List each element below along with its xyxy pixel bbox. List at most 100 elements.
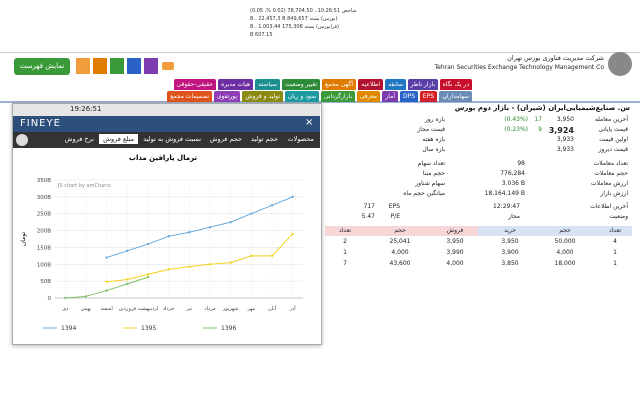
badge-icon[interactable] [162, 62, 174, 70]
nav-tab[interactable]: بازارگردانی [320, 91, 355, 102]
nav-tab[interactable]: معرفی [356, 91, 380, 102]
quote-change: 9 [538, 126, 542, 133]
y-tick-label: 350B [37, 178, 51, 184]
company-en: Tehran Securities Exchange Technology Ma… [434, 64, 604, 71]
home-icon[interactable] [76, 58, 90, 74]
orderbook-cell: 18,000 [554, 260, 576, 267]
x-tick-label: آبان [268, 305, 277, 312]
orderbook-cell: 3,850 [501, 260, 519, 267]
orderbook-cell: 2 [343, 238, 347, 245]
orderbook-cell: 3,990 [446, 249, 464, 256]
orderbook-cell: 4,000 [446, 260, 464, 267]
help-icon[interactable] [144, 58, 158, 74]
popup-tab[interactable]: نرخ فروش [64, 135, 94, 143]
search-icon[interactable] [110, 58, 124, 74]
data-point [126, 282, 129, 286]
ticker-line: (بورس) بسته 849,657 B ، 22,457,3 B [250, 16, 338, 22]
y-axis-label: تومان [20, 232, 27, 247]
data-point [126, 249, 129, 252]
nav-tab[interactable]: تولید و فروش [242, 91, 283, 102]
settings-icon[interactable] [16, 134, 28, 146]
table-icon[interactable] [93, 58, 107, 74]
orderbook-head-sell [325, 226, 478, 236]
nav-tab[interactable]: آگهی مجمع [322, 79, 356, 90]
orderbook-head-buy [478, 226, 632, 236]
quote-label: بازه هفته [422, 136, 445, 143]
nav-tab[interactable]: سابقه [385, 79, 406, 90]
tab-line [0, 101, 640, 103]
quote-value: 12:29:47 [493, 203, 520, 210]
data-point [105, 256, 108, 259]
nav-tab[interactable]: اطلاعیه [358, 79, 383, 90]
y-tick-label: 250B [37, 212, 51, 218]
y-tick-label: 0 [48, 296, 52, 302]
chart-credit: JS chart by amCharts [57, 183, 111, 189]
quote-value: 3.036 B [501, 180, 525, 187]
x-tick-label: خرداد [163, 306, 175, 312]
nav-tab[interactable]: سیاسته [255, 79, 280, 90]
top-bar [0, 0, 640, 53]
data-point [229, 261, 232, 264]
chart: ترمال پارافین مذاب JS chart by amCharts تو… [20, 154, 303, 332]
data-point [146, 273, 150, 276]
nav-tab[interactable]: حقیقی-حقوقی [173, 79, 216, 90]
orderbook-header: حجم [394, 227, 406, 234]
nav-tab[interactable]: سهامداران [439, 91, 472, 102]
data-point [291, 195, 294, 199]
quote-value: مجاز [508, 213, 520, 220]
popup-tab[interactable]: محصولات [287, 135, 315, 143]
popup-tab[interactable]: حجم تولید [250, 135, 278, 143]
nav-tab[interactable]: در یک نگاه [439, 79, 472, 90]
legend-label: 1396 [221, 325, 236, 332]
quote-label: قیمت دیروز [598, 146, 628, 153]
orderbook-cell: 25,041 [389, 238, 411, 245]
popup-tab[interactable]: نسبت فروش به تولید [143, 135, 201, 143]
nav-tab[interactable]: DPS [399, 91, 418, 102]
company-fa: شرکت مدیریت فناوری بورس تهران [507, 54, 604, 62]
quote-value: 717 [363, 203, 375, 210]
nav-tab[interactable]: هیات مدیره [218, 79, 253, 90]
nav-tab[interactable]: آمار [382, 91, 398, 102]
nav-tab[interactable]: سود و زیان [284, 91, 319, 102]
orderbook-cell: 3,950 [446, 238, 464, 245]
quote-label: بازه سال [422, 146, 445, 153]
menu-button[interactable]: نمایش فهرست [14, 58, 70, 75]
orderbook-cell: 1 [343, 249, 347, 256]
data-point [208, 263, 212, 266]
orderbook-header: حجم [559, 227, 571, 234]
orderbook-cell: 1 [613, 260, 617, 267]
data-point [146, 275, 150, 279]
quote-value: 3,933 [556, 146, 574, 153]
data-point [229, 220, 232, 224]
quote-percent: (0.43%) [504, 116, 528, 123]
orderbook-cell: 43,600 [389, 260, 411, 267]
nav-tab[interactable]: تغییر وضعیت [282, 79, 320, 90]
quote-label: قیمت مجاز [417, 126, 445, 133]
x-tick-label: دی [62, 306, 68, 312]
quote-label: آخرین معامله [594, 116, 628, 123]
nav-tab[interactable]: پورتفوی [213, 91, 240, 102]
close-button[interactable]: × [305, 117, 314, 128]
nav-tab[interactable]: EPS [419, 91, 437, 102]
popup-bar [13, 104, 320, 116]
y-tick-label: 50B [40, 279, 51, 285]
nav-tab[interactable]: بازار ناظر [407, 79, 438, 90]
quote-label: آخرین اطلاعات [590, 203, 628, 210]
quote-label: حجم معاملات [594, 170, 628, 177]
orderbook-cell: 4 [613, 238, 617, 245]
orderbook-cell: 1 [613, 249, 617, 256]
chat-icon[interactable] [127, 58, 141, 74]
popup-tab[interactable]: مبلغ فروش [99, 134, 138, 144]
quote-value: 98 [517, 160, 525, 167]
quote-label: وضعیت [609, 213, 628, 220]
popup-header [13, 116, 320, 132]
popup-tab[interactable]: حجم فروش [209, 135, 242, 143]
x-tick-label: مرداد [204, 306, 216, 312]
quote-label: EPS [388, 203, 400, 210]
quote-change: 17 [534, 116, 542, 123]
quote-label: بازه روز [424, 116, 445, 123]
orderbook-header: تعداد [608, 227, 622, 234]
nav-tab[interactable]: تصمیمات مجمع [167, 91, 212, 102]
orderbook-cell: 4,000 [391, 249, 409, 256]
data-point [270, 254, 274, 258]
